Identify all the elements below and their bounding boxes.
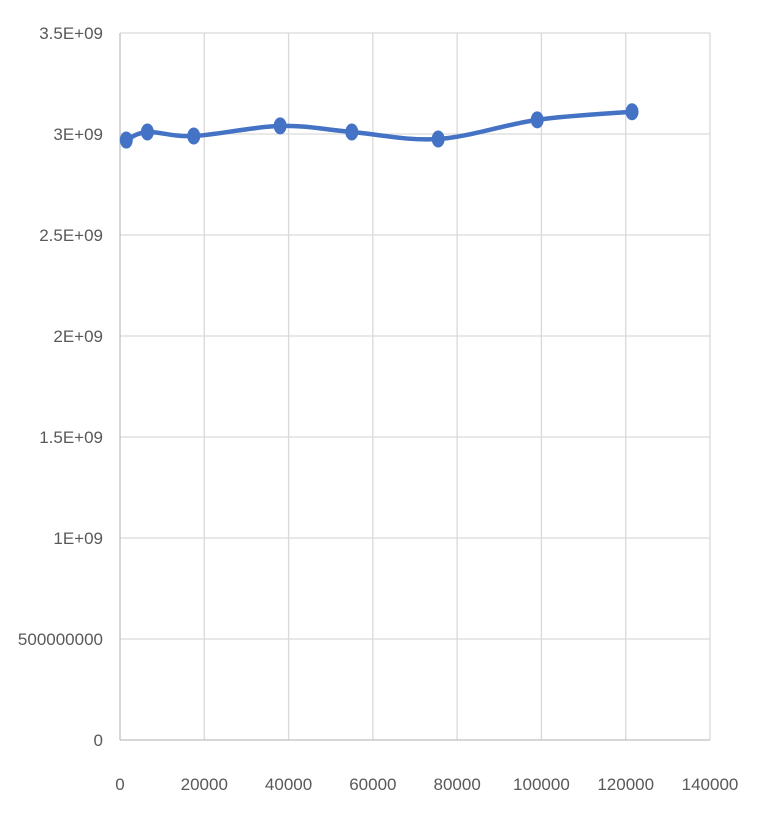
y-tick-label: 1.5E+09: [39, 428, 103, 447]
x-tick-label: 60000: [349, 775, 396, 794]
x-tick-label: 40000: [265, 775, 312, 794]
data-point: [119, 131, 133, 149]
axes: [119, 33, 710, 741]
x-tick-label: 100000: [513, 775, 570, 794]
series: [119, 103, 639, 149]
y-tick-label: 500000000: [18, 630, 103, 649]
y-tick-label: 3E+09: [53, 125, 103, 144]
x-tick-label: 140000: [682, 775, 739, 794]
y-tick-label: 2E+09: [53, 327, 103, 346]
data-point: [345, 123, 359, 141]
data-point: [431, 130, 445, 148]
y-tick-label: 3.5E+09: [39, 24, 103, 43]
series-line: [124, 109, 635, 143]
x-tick-label: 0: [115, 775, 124, 794]
x-tick-label: 80000: [434, 775, 481, 794]
y-tick-label: 2.5E+09: [39, 226, 103, 245]
data-point: [140, 123, 154, 141]
x-tick-label: 20000: [181, 775, 228, 794]
x-tick-label: 120000: [597, 775, 654, 794]
data-point: [530, 111, 544, 129]
data-point: [273, 117, 287, 135]
data-point: [187, 127, 201, 145]
y-tick-labels: 0 500000000 1E+09 1.5E+09 2E+09 2.5E+09 3E+09 3…: [18, 24, 103, 750]
x-tick-labels: 0 20000 40000 60000 80000 100000 120000 140000: [115, 775, 738, 794]
data-point: [625, 103, 639, 121]
y-tick-label: 0: [94, 731, 103, 750]
y-tick-label: 1E+09: [53, 529, 103, 548]
